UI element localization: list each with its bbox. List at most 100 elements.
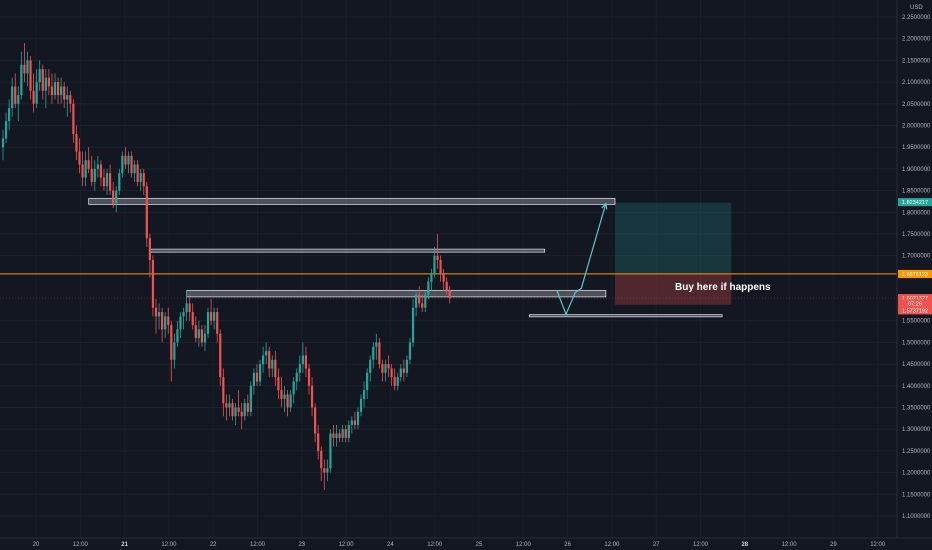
candle-body[interactable]	[237, 407, 240, 412]
projection-path[interactable]	[556, 202, 608, 316]
candle-body[interactable]	[265, 351, 268, 356]
candle-body[interactable]	[341, 429, 344, 438]
candle-body[interactable]	[185, 303, 188, 313]
candle-body[interactable]	[433, 255, 436, 274]
candle-body[interactable]	[289, 394, 292, 408]
candle-body[interactable]	[268, 351, 271, 369]
candle-body[interactable]	[151, 259, 155, 308]
annotation-text[interactable]: Buy here if happens	[675, 282, 771, 293]
candle-body[interactable]	[381, 364, 384, 373]
candle-body[interactable]	[249, 385, 252, 412]
position-loss-zone[interactable]	[615, 273, 732, 305]
candle-body[interactable]	[209, 312, 213, 321]
candle-body[interactable]	[170, 325, 173, 360]
candle-body[interactable]	[344, 429, 347, 438]
candle-body[interactable]	[200, 329, 203, 343]
candle-body[interactable]	[161, 312, 164, 330]
candle-body[interactable]	[206, 312, 210, 334]
candle-body[interactable]	[102, 177, 106, 187]
candle-body[interactable]	[93, 168, 96, 182]
candle-body[interactable]	[35, 82, 38, 104]
candle-body[interactable]	[112, 190, 115, 204]
candle-body[interactable]	[418, 294, 421, 304]
candle-body[interactable]	[243, 403, 246, 417]
candle-body[interactable]	[167, 316, 170, 326]
candle-body[interactable]	[356, 411, 360, 425]
candle-body[interactable]	[176, 329, 179, 343]
candle-body[interactable]	[369, 359, 372, 373]
candle-body[interactable]	[375, 342, 378, 347]
candle-body[interactable]	[84, 160, 87, 178]
candle-body[interactable]	[307, 368, 311, 386]
candle-body[interactable]	[99, 164, 103, 178]
candle-body[interactable]	[271, 359, 274, 369]
zone-rectangle[interactable]	[149, 248, 546, 253]
candle-body[interactable]	[329, 433, 332, 469]
candle-body[interactable]	[411, 307, 415, 343]
candle-body[interactable]	[323, 468, 326, 473]
candle-body[interactable]	[109, 173, 112, 191]
candle-body[interactable]	[154, 307, 158, 317]
candle-body[interactable]	[442, 273, 445, 282]
candle-body[interactable]	[148, 238, 151, 260]
candle-body[interactable]	[304, 355, 308, 369]
candle-body[interactable]	[219, 333, 222, 378]
candle-body[interactable]	[234, 407, 237, 417]
candle-body[interactable]	[399, 368, 402, 378]
candle-body[interactable]	[60, 86, 63, 96]
candle-body[interactable]	[136, 164, 139, 182]
candle-body[interactable]	[44, 77, 47, 91]
candle-body[interactable]	[87, 160, 90, 169]
candle-body[interactable]	[366, 372, 369, 391]
candle-body[interactable]	[393, 377, 396, 386]
candle-body[interactable]	[387, 364, 390, 369]
candle-body[interactable]	[445, 281, 448, 291]
candle-body[interactable]	[448, 290, 451, 299]
candle-body[interactable]	[1, 138, 5, 148]
candle-body[interactable]	[105, 173, 109, 187]
candle-body[interactable]	[332, 433, 335, 438]
candle-body[interactable]	[96, 164, 99, 169]
candle-body[interactable]	[50, 86, 54, 96]
candle-body[interactable]	[182, 312, 185, 317]
candle-body[interactable]	[396, 377, 399, 386]
candle-body[interactable]	[430, 273, 433, 282]
candle-body[interactable]	[32, 90, 35, 104]
candle-body[interactable]	[390, 368, 393, 378]
candle-body[interactable]	[439, 259, 442, 274]
candle-body[interactable]	[197, 329, 200, 339]
candle-body[interactable]	[90, 168, 93, 182]
candle-body[interactable]	[350, 420, 353, 425]
candle-body[interactable]	[326, 468, 329, 473]
candle-body[interactable]	[408, 342, 412, 360]
candle-body[interactable]	[41, 69, 44, 91]
candle-body[interactable]	[127, 155, 130, 165]
candlestick-series[interactable]	[1, 43, 451, 490]
candle-body[interactable]	[424, 294, 427, 308]
candle-body[interactable]	[277, 377, 280, 391]
candle-body[interactable]	[362, 390, 366, 399]
candle-body[interactable]	[216, 312, 219, 334]
candle-body[interactable]	[56, 82, 60, 96]
candle-body[interactable]	[427, 281, 430, 295]
time-axis[interactable]: 20 12:00 21 12:00 22 12:00 23 12:00 24 12:00 25 12:…	[0, 537, 932, 548]
candle-body[interactable]	[17, 95, 20, 104]
candle-body[interactable]	[347, 424, 350, 438]
candle-body[interactable]	[335, 433, 338, 438]
candle-body[interactable]	[139, 173, 142, 182]
candle-body[interactable]	[11, 86, 14, 109]
candle-body[interactable]	[338, 433, 341, 438]
candle-body[interactable]	[164, 316, 167, 330]
candle-body[interactable]	[258, 364, 262, 382]
candle-body[interactable]	[436, 255, 439, 260]
candle-body[interactable]	[47, 77, 50, 87]
candle-body[interactable]	[203, 333, 207, 343]
candle-body[interactable]	[124, 155, 127, 165]
candle-body[interactable]	[173, 342, 176, 360]
candle-body[interactable]	[255, 372, 259, 382]
candle-body[interactable]	[213, 312, 216, 321]
candle-body[interactable]	[240, 411, 243, 417]
candle-body[interactable]	[72, 103, 75, 135]
candle-body[interactable]	[191, 312, 194, 326]
